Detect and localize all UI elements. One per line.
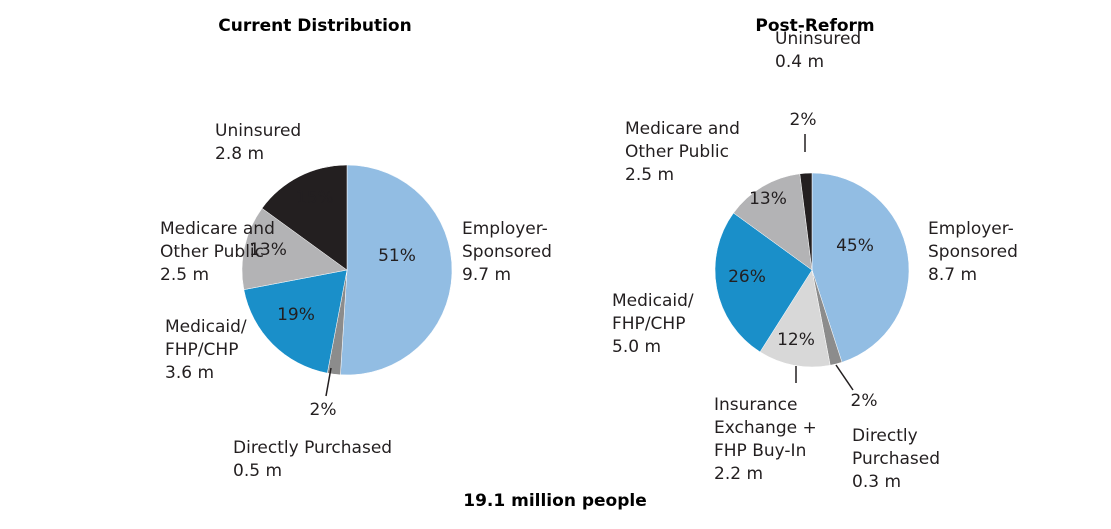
percent-label: 2% — [850, 391, 878, 411]
chart-title: Current Distribution — [218, 16, 412, 36]
amount: 2.2 m — [714, 464, 763, 484]
chart-title: Post-Reform — [755, 16, 875, 36]
percent-label: 2% — [789, 110, 817, 130]
slice-label: Medicaid/ FHP/CHP 5.0 m — [612, 290, 694, 359]
percent-label: 45% — [836, 236, 874, 256]
slice-label: Medicare and Other Public 2.5 m — [625, 118, 740, 187]
amount: 3.6 m — [165, 363, 214, 383]
amount: 0.4 m — [775, 52, 824, 72]
percent-label: 2% — [309, 400, 337, 420]
category-name: Directly Purchased — [233, 438, 393, 458]
percent-label: 13% — [249, 240, 287, 260]
category-name: Medicare and Other Public — [160, 219, 275, 262]
pie-slice — [243, 269, 348, 374]
category-name: Uninsured — [215, 121, 302, 141]
pie-slice — [811, 172, 910, 363]
slice-label: Uninsured 0.4 m — [775, 28, 861, 74]
percent-label: 13% — [749, 189, 787, 209]
amount: 2.8 m — [215, 144, 264, 164]
percent-label: 12% — [777, 330, 815, 350]
slice-label: Directly Purchased 0.3 m — [852, 425, 940, 494]
amount: 0.3 m — [852, 472, 901, 492]
amount: 0.5 m — [233, 461, 282, 481]
pie-slice — [799, 172, 813, 271]
percent-label: 19% — [277, 305, 315, 325]
category-name: Uninsured — [775, 29, 862, 49]
category-name: Medicaid/ FHP/CHP — [612, 291, 694, 334]
pie-slice — [241, 207, 348, 290]
amount: 2.5 m — [160, 265, 209, 285]
leader-line — [325, 367, 332, 397]
amount: 5.0 m — [612, 337, 661, 357]
caption: 19.1 million people — [463, 491, 647, 511]
pie-slice — [733, 173, 813, 271]
slice-label: Employer- Sponsored 8.7 m — [928, 218, 1018, 287]
slice-label: Employer- Sponsored 9.7 m — [462, 218, 552, 287]
category-name: Directly Purchased — [852, 426, 940, 469]
slice-label: Uninsured 2.8 m — [215, 120, 301, 166]
pie-slice — [340, 164, 453, 376]
category-name: Employer- Sponsored — [462, 219, 552, 262]
percent-label: 26% — [728, 267, 766, 287]
pie-slice — [714, 212, 813, 353]
amount: 9.7 m — [462, 265, 511, 285]
leader-line — [835, 364, 854, 391]
slice-label: Medicare and Other Public 2.5 m — [160, 218, 275, 287]
percent-label: 51% — [378, 246, 416, 266]
category-name: Medicaid/ FHP/CHP — [165, 317, 247, 360]
slice-label: Directly Purchased 0.5 m — [233, 437, 392, 483]
percent-label: 15% — [296, 188, 334, 208]
category-name: Insurance Exchange + FHP Buy-In — [714, 395, 817, 461]
slice-label: Insurance Exchange + FHP Buy-In 2.2 m — [714, 394, 817, 486]
amount: 2.5 m — [625, 165, 674, 185]
pie-slice — [759, 269, 831, 368]
slice-label: Medicaid/ FHP/CHP 3.6 m — [165, 316, 247, 385]
pie-slice — [261, 164, 348, 271]
category-name: Employer- Sponsored — [928, 219, 1018, 262]
category-name: Medicare and Other Public — [625, 119, 740, 162]
amount: 8.7 m — [928, 265, 977, 285]
